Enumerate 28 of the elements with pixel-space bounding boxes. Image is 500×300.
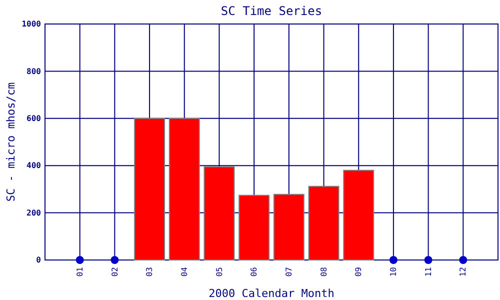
x-tick-label: 01: [75, 266, 84, 277]
x-tick-label: 04: [180, 266, 189, 277]
bar: [238, 194, 270, 260]
x-tick-label: 03: [145, 266, 154, 277]
x-tick-label: 07: [284, 266, 294, 277]
x-tick-label: 08: [319, 266, 328, 277]
y-tick-label: 200: [26, 208, 42, 218]
bar: [343, 170, 374, 260]
x-tick-label: 05: [214, 266, 224, 277]
x-tick-label: 06: [250, 266, 259, 277]
bar: [204, 166, 235, 260]
x-tick-label: 09: [354, 266, 364, 277]
bar: [134, 118, 166, 260]
bar: [168, 118, 200, 260]
y-tick-label: 600: [26, 114, 42, 123]
chart-title: SC Time Series: [220, 4, 322, 18]
x-tick-label: 11: [424, 266, 433, 277]
y-tick-label: 400: [26, 161, 42, 170]
x-tick-label: 12: [458, 266, 468, 277]
y-tick-label: 0: [36, 256, 42, 265]
y-tick-label: 1000: [22, 20, 42, 29]
y-tick-label: 800: [26, 66, 42, 76]
x-axis-title: 2000 Calendar Month: [208, 287, 334, 300]
x-tick-label: 10: [389, 266, 398, 277]
bar: [273, 194, 304, 260]
x-tick-label: 02: [110, 266, 120, 277]
bar: [308, 186, 340, 260]
y-axis-title: SC - micro mhos/cm: [4, 82, 18, 202]
